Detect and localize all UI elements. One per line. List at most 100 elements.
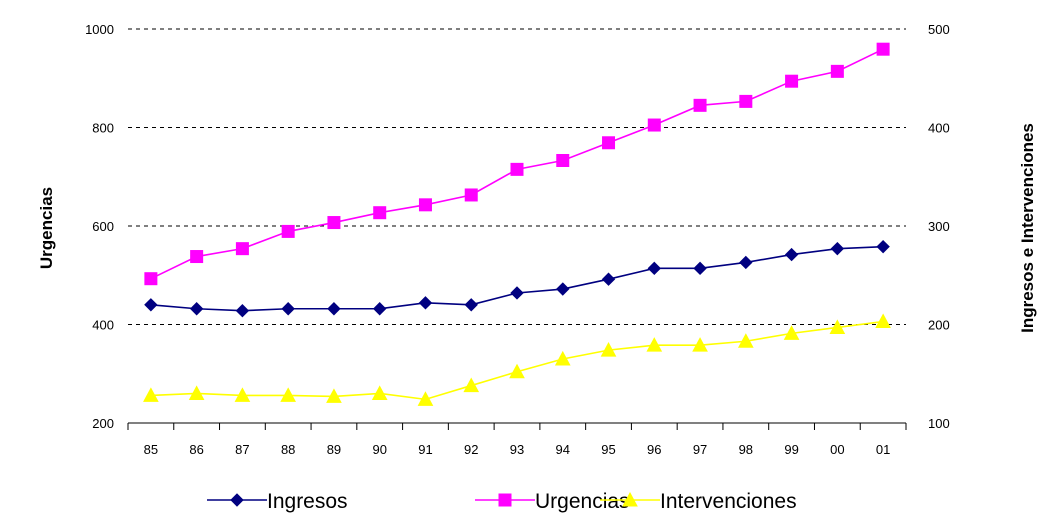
series-line-intervenciones <box>150 320 884 401</box>
series-urgencias <box>144 42 890 286</box>
data-point-urgencias <box>418 198 432 212</box>
series-line-ingresos <box>150 245 884 312</box>
data-point-ingresos <box>784 247 799 262</box>
x-tick-label: 92 <box>464 442 478 457</box>
data-point-intervenciones <box>509 363 525 379</box>
data-point-urgencias <box>556 153 570 167</box>
y-right-tick-label: 500 <box>928 22 950 37</box>
x-tick-label: 90 <box>372 442 386 457</box>
x-tick-label: 89 <box>327 442 341 457</box>
y-left-tick-label: 400 <box>92 318 114 333</box>
data-point-intervenciones <box>875 313 891 329</box>
x-tick-label: 93 <box>510 442 524 457</box>
y-axis-right-title: Ingresos e Intervenciones <box>1018 123 1037 333</box>
data-point-ingresos <box>556 282 570 296</box>
data-point-urgencias <box>602 136 616 150</box>
legend: Ingresos Urgencias Intervenciones <box>207 490 797 513</box>
series-ingresos <box>144 239 890 318</box>
data-point-urgencias <box>510 162 524 176</box>
legend-item-intervenciones: Intervenciones <box>600 490 797 513</box>
data-point-ingresos <box>144 298 158 312</box>
data-point-ingresos <box>693 261 707 276</box>
x-tick-label: 94 <box>556 442 570 457</box>
x-tick-label: 91 <box>418 442 432 457</box>
x-tick-label: 00 <box>830 442 844 457</box>
x-tick-label: 85 <box>144 442 158 457</box>
x-tick-label: 88 <box>281 442 295 457</box>
legend-marker-ingresos <box>230 493 244 507</box>
data-point-ingresos <box>601 272 616 286</box>
legend-item-ingresos: Ingresos <box>207 490 348 513</box>
data-point-ingresos <box>830 241 845 256</box>
y-axis-left-title: Urgencias <box>37 187 56 269</box>
legend-label-intervenciones: Intervenciones <box>660 490 797 513</box>
x-tick-label: 87 <box>235 442 249 457</box>
data-point-urgencias <box>464 188 478 202</box>
data-point-urgencias <box>830 64 844 78</box>
data-point-ingresos <box>189 302 204 316</box>
y-left-tick-label: 200 <box>92 416 114 431</box>
data-point-ingresos <box>327 302 341 316</box>
data-point-urgencias <box>373 206 387 220</box>
data-point-urgencias <box>785 74 799 88</box>
legend-item-urgencias: Urgencias <box>475 490 630 513</box>
y-right-tick-label: 400 <box>928 121 950 136</box>
data-point-ingresos <box>647 261 662 276</box>
data-point-ingresos <box>372 302 387 316</box>
data-point-intervenciones <box>371 385 388 400</box>
x-tick-label: 99 <box>784 442 798 457</box>
data-point-intervenciones <box>554 350 571 366</box>
data-point-ingresos <box>235 304 250 318</box>
x-tick-label: 98 <box>739 442 753 457</box>
data-point-intervenciones <box>234 387 251 402</box>
y-right-tick-label: 300 <box>928 219 950 234</box>
gridlines <box>128 28 906 325</box>
data-point-urgencias <box>144 272 158 286</box>
right-axis-ticks: 100 200 300 400 500 <box>928 22 950 431</box>
y-left-tick-label: 800 <box>92 121 114 136</box>
data-point-urgencias <box>739 94 753 108</box>
y-right-tick-label: 100 <box>928 416 950 431</box>
data-point-urgencias <box>693 98 707 112</box>
x-axis-ticks: 85 86 87 88 89 90 91 92 93 94 95 96 97 98 99 00 01 <box>144 442 891 457</box>
data-point-intervenciones <box>326 388 342 403</box>
y-left-tick-label: 600 <box>92 219 114 234</box>
data-point-intervenciones <box>280 387 297 402</box>
series-intervenciones <box>143 313 891 406</box>
data-point-intervenciones <box>737 333 754 348</box>
data-point-urgencias <box>327 216 341 230</box>
data-point-urgencias <box>190 250 204 264</box>
data-point-ingresos <box>876 239 890 254</box>
legend-label-ingresos: Ingresos <box>267 490 348 513</box>
data-point-ingresos <box>739 255 753 270</box>
legend-marker-intervenciones <box>622 491 638 507</box>
left-axis-ticks: 200 400 600 800 1000 <box>85 22 114 431</box>
data-point-intervenciones <box>143 387 159 402</box>
axes <box>127 422 907 430</box>
x-tick-label: 95 <box>601 442 615 457</box>
y-right-tick-label: 200 <box>928 318 950 333</box>
data-point-intervenciones <box>692 337 708 352</box>
data-point-intervenciones <box>646 337 663 352</box>
x-tick-label: 86 <box>189 442 203 457</box>
data-point-urgencias <box>281 224 295 238</box>
data-point-intervenciones <box>829 319 846 334</box>
data-point-ingresos <box>281 302 295 316</box>
data-point-intervenciones <box>783 325 800 340</box>
data-point-urgencias <box>235 242 249 256</box>
y-left-tick-label: 1000 <box>85 22 114 37</box>
data-point-urgencias <box>647 118 661 132</box>
data-point-intervenciones <box>600 342 617 357</box>
x-tick-label: 97 <box>693 442 707 457</box>
data-point-ingresos <box>510 286 524 300</box>
data-point-ingresos <box>418 296 433 310</box>
data-point-intervenciones <box>188 385 205 400</box>
legend-marker-urgencias <box>498 493 512 507</box>
series-layer <box>143 42 891 406</box>
data-point-intervenciones <box>417 391 434 406</box>
data-point-urgencias <box>876 42 890 56</box>
x-tick-label: 01 <box>876 442 890 457</box>
x-tick-label: 96 <box>647 442 661 457</box>
legend-label-urgencias: Urgencias <box>535 490 630 513</box>
